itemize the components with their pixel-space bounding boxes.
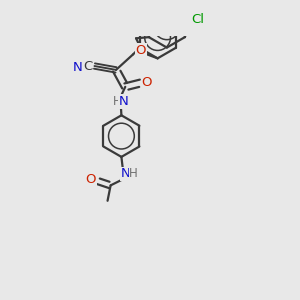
Text: O: O (85, 173, 96, 187)
Text: H: H (129, 167, 138, 180)
Text: O: O (135, 44, 146, 57)
Text: H: H (112, 95, 121, 108)
Text: H: H (137, 46, 146, 59)
Text: N: N (73, 61, 82, 74)
Text: Cl: Cl (191, 13, 204, 26)
Text: N: N (119, 95, 129, 108)
Text: O: O (142, 76, 152, 89)
Text: N: N (120, 167, 130, 180)
Text: C: C (83, 59, 92, 73)
